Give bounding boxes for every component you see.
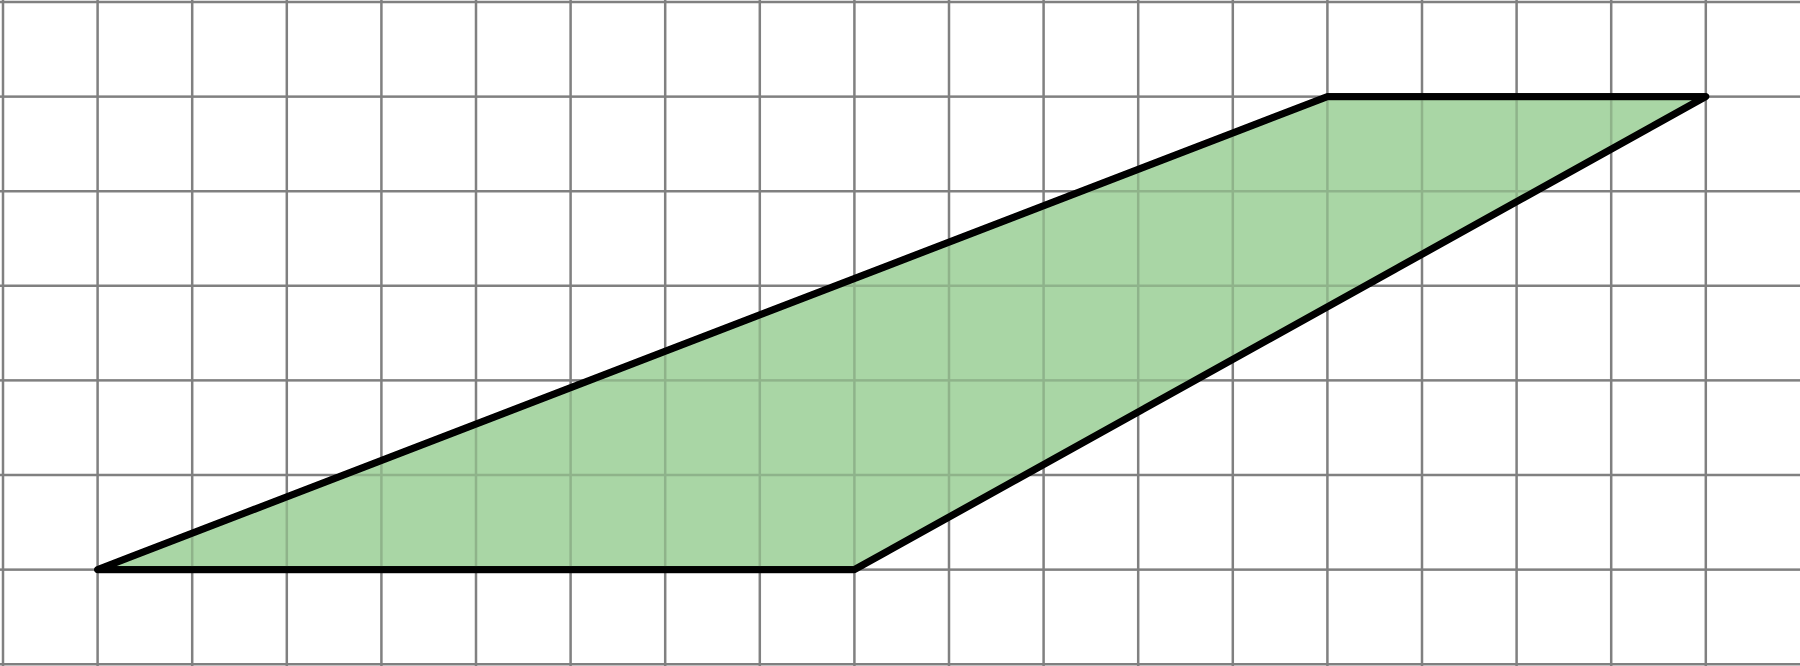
trapezoid-outline bbox=[94, 93, 1710, 574]
trapezoid-shape bbox=[94, 93, 1710, 574]
